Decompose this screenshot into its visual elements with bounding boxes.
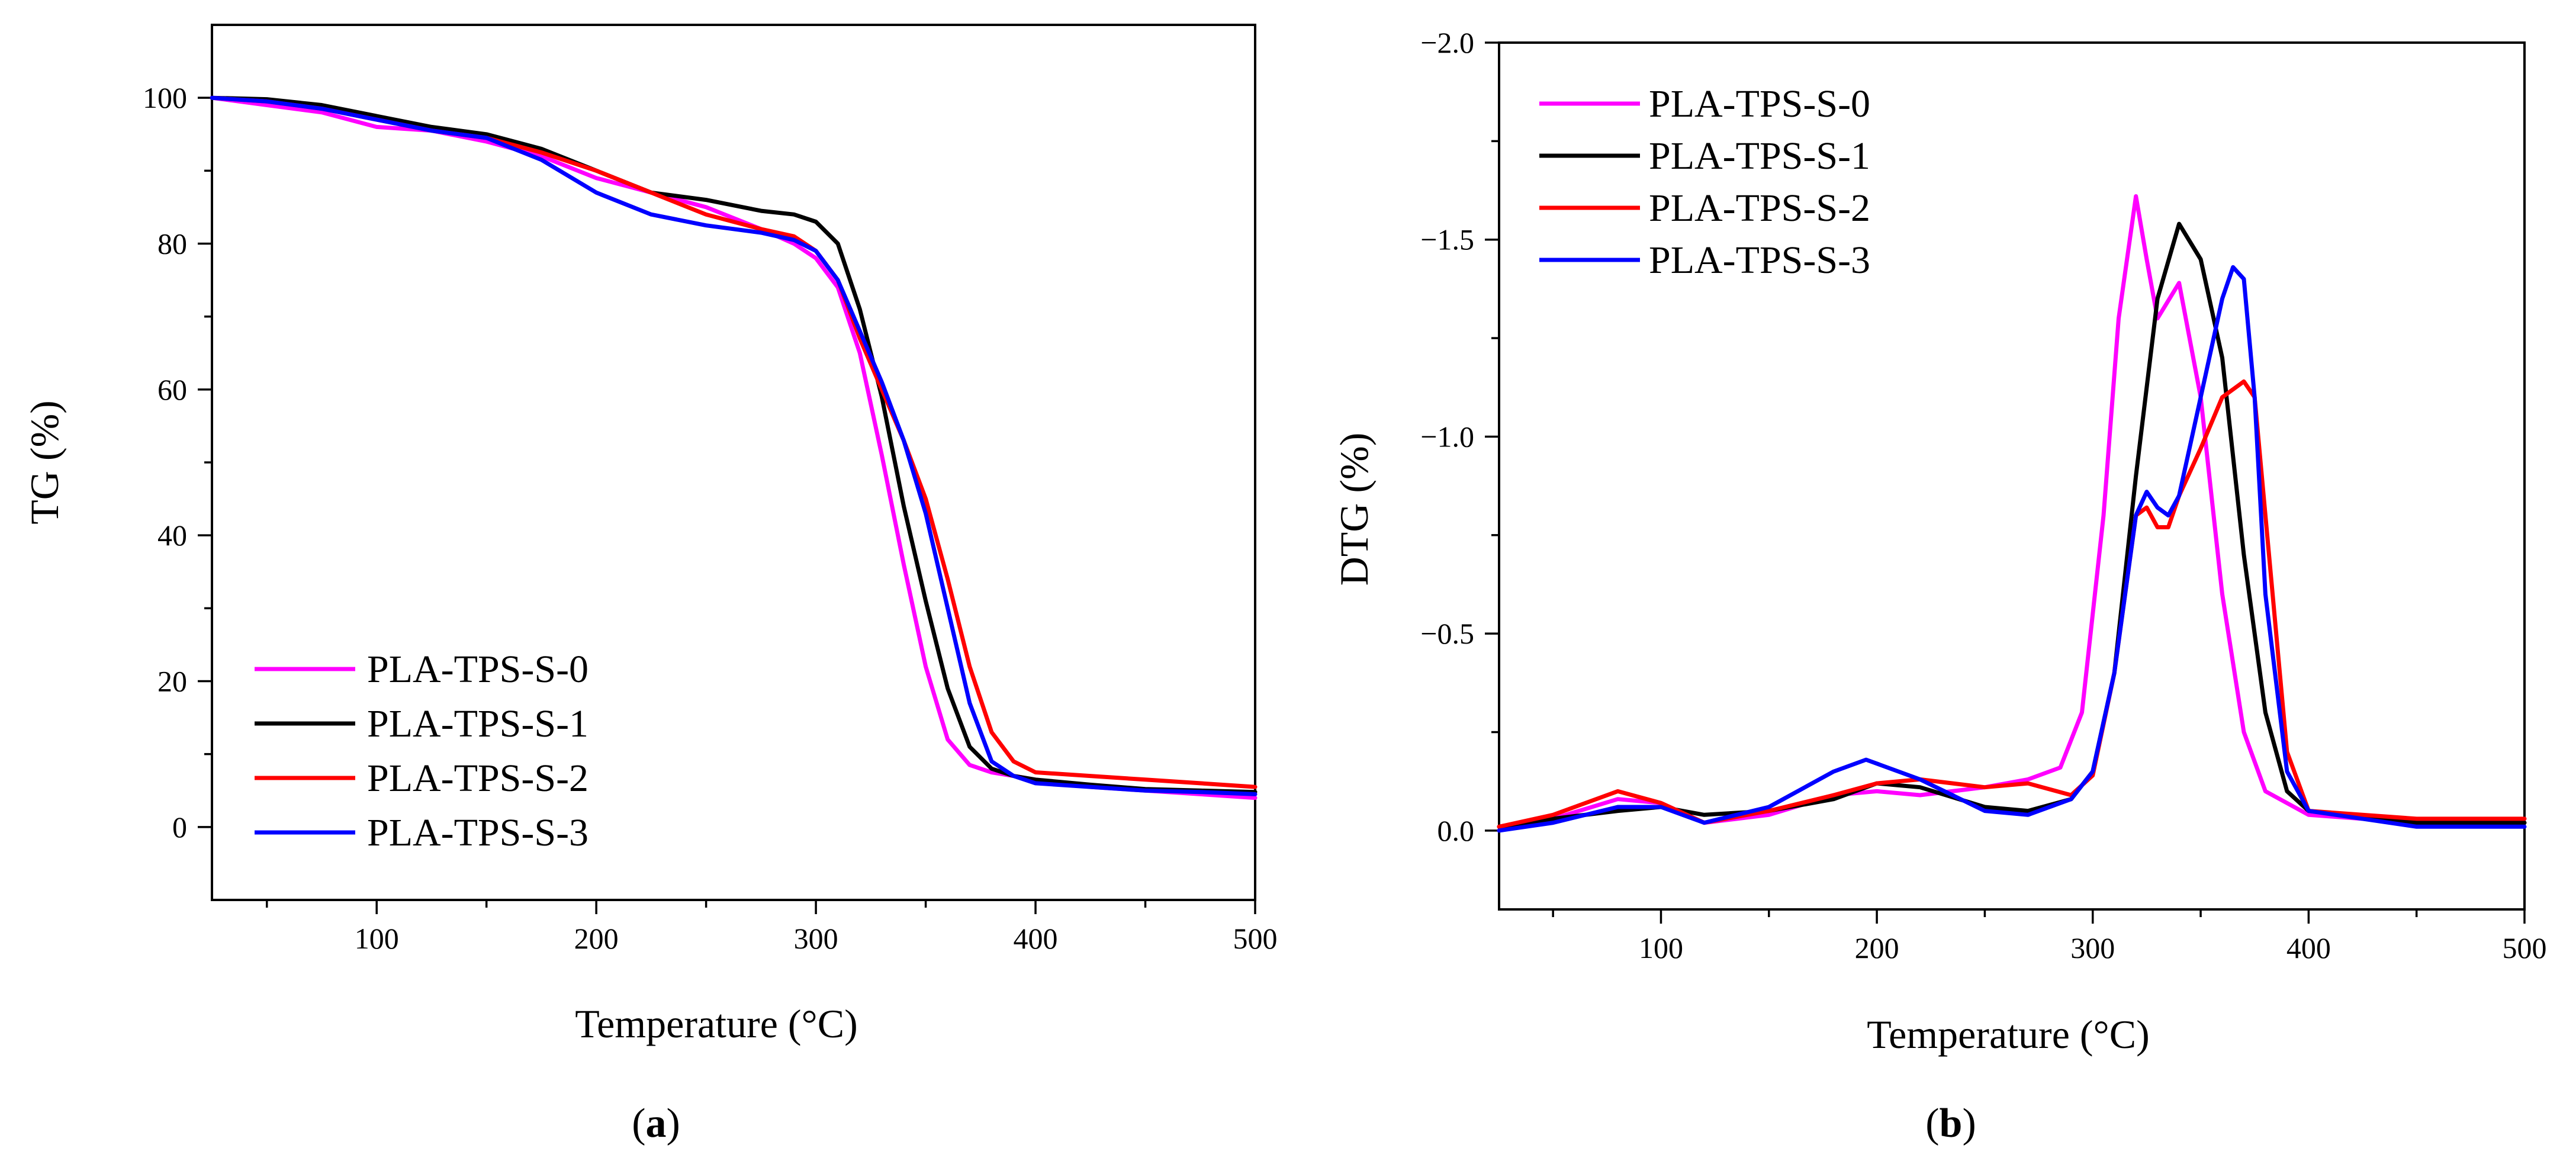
panel-b-ticks: 100 200 300 400 500 0.0 −0.5 −1.0 −1.5 −2.0 bbox=[1420, 26, 2546, 964]
panel-b: 100 200 300 400 500 0.0 −0.5 −1.0 −1.5 −2.0 Tempe… bbox=[1332, 26, 2547, 1146]
panel-b-xtick-label: 400 bbox=[2286, 931, 2331, 964]
panel-a-ticks: 100 200 300 400 500 0 20 40 60 80 100 bbox=[143, 81, 1278, 955]
panel-b-y-axis-title: DTG (%) bbox=[1332, 433, 1377, 586]
panel-b-plot-frame bbox=[1498, 41, 2526, 911]
panel-a-ytick-label: 20 bbox=[157, 665, 187, 698]
panel-a-x-axis-title: Temperature (°C) bbox=[575, 1001, 857, 1046]
panel-a-caption-close: ) bbox=[667, 1101, 680, 1146]
panel-a-caption: (a) bbox=[632, 1101, 680, 1146]
panel-a-ytick-label: 0 bbox=[172, 811, 187, 844]
panel-a-ytick-label: 100 bbox=[143, 81, 187, 114]
panel-b-ytick-label: 0.0 bbox=[1437, 814, 1475, 847]
panel-b-series-pla-tps-s-1 bbox=[1497, 221, 2527, 829]
panel-a: 100 200 300 400 500 0 20 40 60 80 100 Temperature … bbox=[22, 24, 1278, 1146]
panel-a-xtick-label: 400 bbox=[1014, 922, 1058, 955]
panel-a-caption-open: ( bbox=[632, 1101, 645, 1146]
panel-a-legend: PLA-TPS-S-0 PLA-TPS-S-1 PLA-TPS-S-2 PLA-TPS… bbox=[255, 648, 588, 854]
panel-b-legend-label: PLA-TPS-S-0 bbox=[1649, 82, 1870, 126]
panel-b-xtick-label: 500 bbox=[2503, 931, 2547, 964]
panel-a-ytick-label: 40 bbox=[157, 519, 187, 552]
panel-b-caption-letter: b bbox=[1940, 1101, 1963, 1146]
panel-a-caption-letter: a bbox=[646, 1101, 667, 1146]
panel-b-caption-open: ( bbox=[1925, 1101, 1939, 1146]
panel-b-series-pla-tps-s-3 bbox=[1497, 265, 2527, 833]
panel-b-ytick-label: −2.0 bbox=[1420, 26, 1474, 59]
panel-b-series bbox=[1497, 194, 2527, 833]
panel-a-xtick-label: 300 bbox=[794, 922, 838, 955]
panel-b-legend-label: PLA-TPS-S-1 bbox=[1649, 134, 1870, 178]
panel-a-xtick-label: 500 bbox=[1233, 922, 1278, 955]
panel-b-ytick-label: −1.5 bbox=[1420, 223, 1474, 256]
panel-b-series-pla-tps-s-2 bbox=[1497, 379, 2527, 829]
panel-a-ytick-label: 80 bbox=[157, 227, 187, 261]
panel-b-legend-label: PLA-TPS-S-2 bbox=[1649, 187, 1870, 230]
panel-b-series-pla-tps-s-0 bbox=[1497, 194, 2527, 829]
panel-a-legend-label: PLA-TPS-S-0 bbox=[367, 648, 588, 691]
panel-a-xtick-label: 200 bbox=[574, 922, 619, 955]
panel-b-caption-close: ) bbox=[1962, 1101, 1976, 1146]
panel-a-series-pla-tps-s-3 bbox=[210, 95, 1258, 796]
panel-a-legend-label: PLA-TPS-S-3 bbox=[367, 811, 588, 854]
panel-a-series-pla-tps-s-0 bbox=[210, 95, 1258, 800]
panel-a-xtick-label: 100 bbox=[355, 922, 399, 955]
panel-a-series-pla-tps-s-1 bbox=[210, 95, 1258, 795]
panel-b-legend-label: PLA-TPS-S-3 bbox=[1649, 239, 1870, 282]
panel-b-caption: (b) bbox=[1925, 1101, 1976, 1146]
panel-b-xtick-label: 200 bbox=[1855, 931, 1899, 964]
panel-b-ytick-label: −0.5 bbox=[1420, 617, 1474, 650]
panel-b-xtick-label: 300 bbox=[2070, 931, 2115, 964]
panel-b-legend: PLA-TPS-S-0 PLA-TPS-S-1 PLA-TPS-S-2 PLA-TPS… bbox=[1539, 82, 1870, 282]
panel-a-y-axis-title: TG (%) bbox=[22, 400, 67, 525]
panel-a-legend-label: PLA-TPS-S-2 bbox=[367, 757, 588, 800]
panel-a-legend-label: PLA-TPS-S-1 bbox=[367, 702, 588, 745]
panel-b-ytick-label: −1.0 bbox=[1420, 420, 1474, 453]
panel-a-series bbox=[210, 95, 1258, 800]
panel-a-ytick-label: 60 bbox=[157, 373, 187, 406]
panel-b-x-axis-title: Temperature (°C) bbox=[1867, 1012, 2149, 1057]
panel-b-xtick-label: 100 bbox=[1639, 931, 1683, 964]
